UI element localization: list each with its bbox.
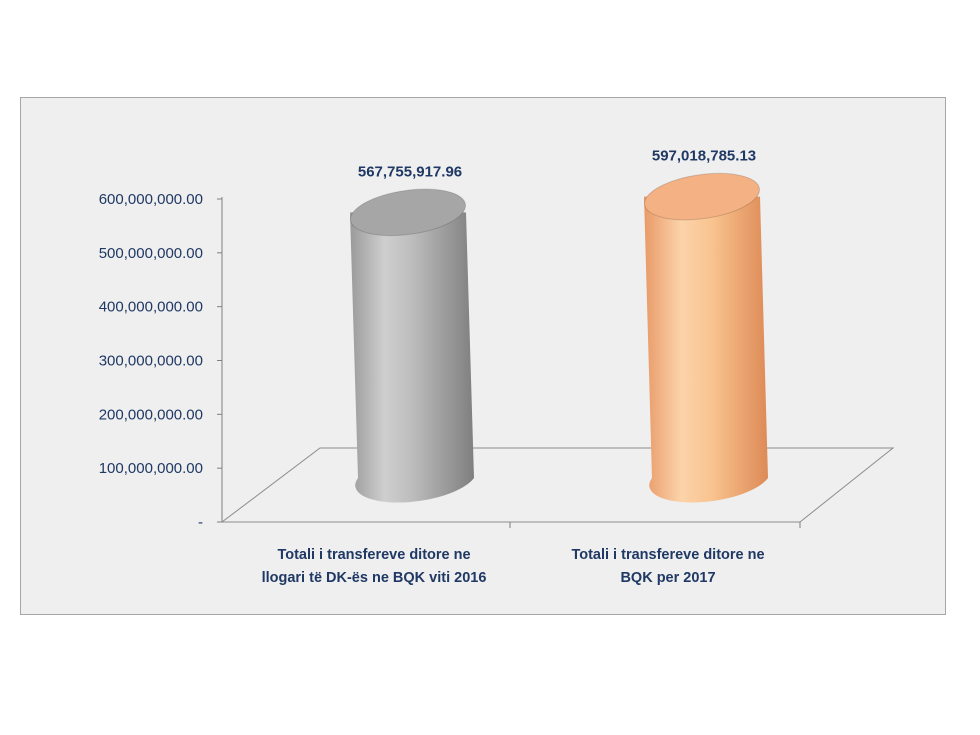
cylinder-bar	[643, 172, 768, 503]
y-tick-label: 200,000,000.00	[99, 406, 203, 423]
category-label: Totali i transfereve ditore ne	[277, 547, 470, 563]
category-label: Totali i transfereve ditore ne	[571, 547, 764, 563]
cylinder-bar	[349, 188, 474, 503]
cylinder-top	[643, 172, 761, 221]
y-tick-label: 300,000,000.00	[99, 353, 203, 370]
cylinder-top	[349, 188, 467, 237]
category-label: BQK per 2017	[620, 570, 715, 586]
y-tick-label: 400,000,000.00	[99, 299, 203, 316]
cylinder-body	[644, 196, 768, 503]
cylinder-body	[350, 212, 474, 503]
category-label: llogari të DK-ës ne BQK viti 2016	[262, 570, 487, 586]
y-tick-label: 600,000,000.00	[99, 191, 203, 208]
y-tick-label: -	[198, 514, 203, 531]
y-tick-label: 500,000,000.00	[99, 245, 203, 262]
data-label: 597,018,785.13	[652, 148, 756, 165]
data-label: 567,755,917.96	[358, 163, 462, 180]
y-tick-label: 100,000,000.00	[99, 460, 203, 477]
chart-floor	[221, 447, 895, 523]
chart-panel	[20, 97, 946, 615]
